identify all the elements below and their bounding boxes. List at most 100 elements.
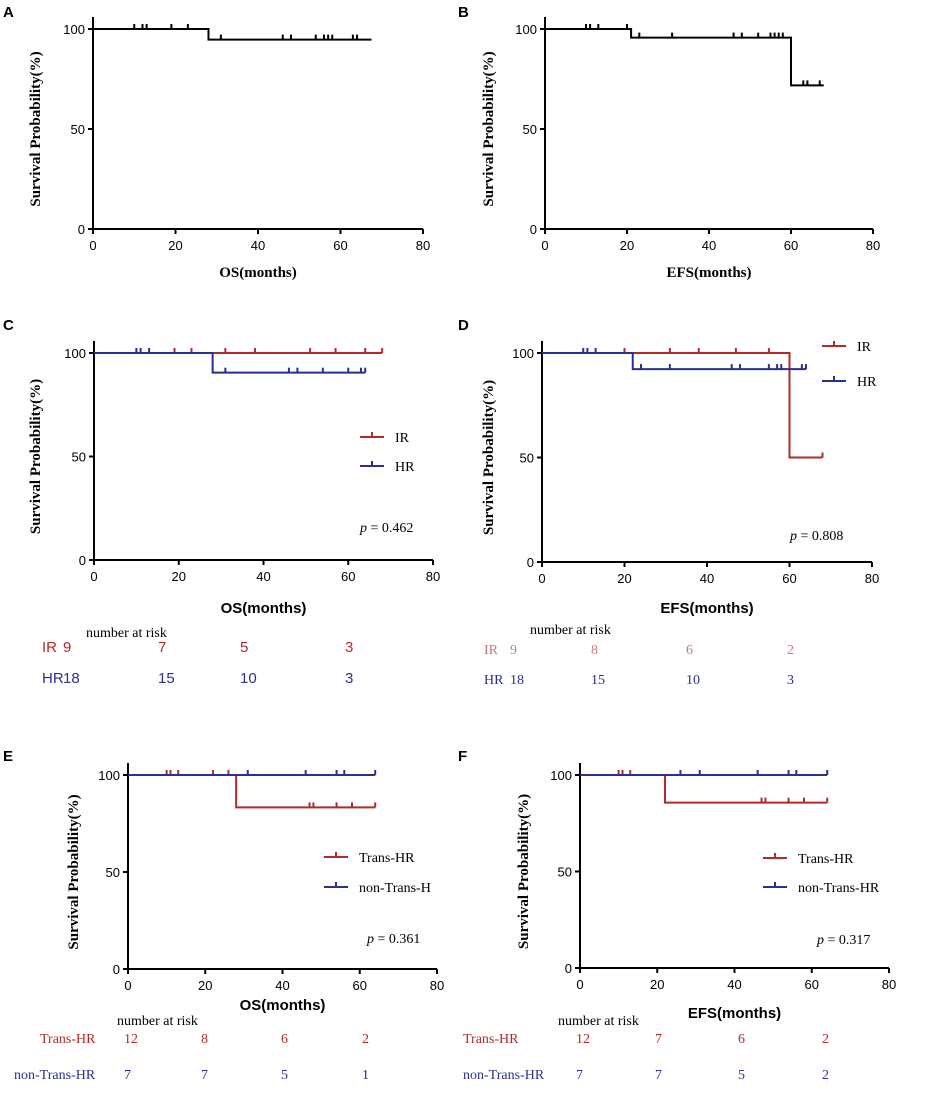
survival-curve-trans-hr bbox=[580, 774, 828, 804]
p-value-number: = 0.808 bbox=[797, 529, 843, 544]
y-tick-label: 100 bbox=[515, 22, 537, 37]
x-tick-label: 60 bbox=[333, 238, 347, 253]
x-tick-label: 40 bbox=[727, 977, 741, 992]
x-axis-title: EFS(months) bbox=[666, 265, 751, 281]
x-tick-label: 80 bbox=[426, 569, 440, 584]
panel-b: B 0 20 40 60 80 0 50 100 Survival Probability(%) E… bbox=[458, 4, 880, 281]
risk-value: 10 bbox=[686, 673, 700, 688]
risk-row-label: non-Trans-HR bbox=[463, 1068, 545, 1083]
y-tick-label: 50 bbox=[72, 450, 86, 465]
legend-label: Trans-HR bbox=[798, 852, 854, 867]
p-value: p = 0.317 bbox=[816, 933, 870, 948]
risk-table-title: number at risk bbox=[530, 623, 611, 638]
y-tick-label: 0 bbox=[79, 553, 86, 568]
panel-letter: D bbox=[458, 317, 469, 334]
survival-curve-trans-hr bbox=[128, 774, 376, 809]
x-tick-label: 80 bbox=[416, 238, 430, 253]
x-tick-label: 80 bbox=[865, 571, 879, 586]
y-tick-label: 100 bbox=[63, 22, 85, 37]
y-tick-label: 50 bbox=[520, 451, 534, 466]
survival-curve-all bbox=[545, 28, 824, 87]
risk-value: 5 bbox=[738, 1068, 745, 1083]
y-tick-label: 50 bbox=[106, 865, 120, 880]
x-tick-label: 40 bbox=[251, 238, 265, 253]
y-tick-label: 0 bbox=[78, 222, 85, 237]
x-tick-label: 0 bbox=[541, 238, 548, 253]
risk-value: 1 bbox=[362, 1068, 369, 1083]
y-tick-label: 50 bbox=[523, 122, 537, 137]
y-tick-label: 0 bbox=[527, 555, 534, 570]
risk-value: 5 bbox=[281, 1068, 288, 1083]
risk-value: 18 bbox=[63, 670, 80, 687]
p-value-symbol: p bbox=[359, 521, 367, 536]
x-tick-label: 60 bbox=[341, 569, 355, 584]
y-tick-label: 0 bbox=[113, 962, 120, 977]
p-value-symbol: p bbox=[816, 933, 824, 948]
y-tick-label: 100 bbox=[98, 768, 120, 783]
risk-table-title: number at risk bbox=[558, 1014, 639, 1029]
y-tick-label: 100 bbox=[512, 346, 534, 361]
x-tick-label: 20 bbox=[617, 571, 631, 586]
risk-value: 3 bbox=[345, 639, 353, 656]
legend-label: HR bbox=[857, 375, 877, 390]
survival-curve-hr bbox=[542, 352, 806, 371]
x-tick-label: 80 bbox=[430, 978, 444, 993]
risk-value: 5 bbox=[240, 639, 248, 656]
risk-row-label: Trans-HR bbox=[463, 1032, 519, 1047]
risk-row-label: HR bbox=[42, 670, 64, 687]
x-tick-label: 60 bbox=[784, 238, 798, 253]
risk-value: 3 bbox=[345, 670, 353, 687]
legend-label: IR bbox=[395, 431, 410, 446]
survival-curve-all bbox=[93, 28, 372, 41]
x-tick-label: 40 bbox=[256, 569, 270, 584]
y-tick-label: 100 bbox=[550, 768, 572, 783]
risk-value: 12 bbox=[124, 1032, 138, 1047]
x-tick-label: 40 bbox=[700, 571, 714, 586]
risk-value: 2 bbox=[787, 643, 794, 658]
axes bbox=[544, 17, 873, 230]
y-axis-title: Survival Probability(%) bbox=[516, 794, 532, 949]
x-tick-label: 80 bbox=[866, 238, 880, 253]
x-tick-label: 0 bbox=[89, 238, 96, 253]
x-tick-label: 20 bbox=[168, 238, 182, 253]
panel-letter: A bbox=[3, 4, 14, 21]
risk-row-label: Trans-HR bbox=[40, 1032, 96, 1047]
risk-value: 3 bbox=[787, 673, 794, 688]
x-tick-label: 20 bbox=[650, 977, 664, 992]
x-axis-title: EFS(months) bbox=[660, 600, 753, 617]
p-value: p = 0.808 bbox=[789, 529, 843, 544]
p-value: p = 0.462 bbox=[359, 521, 413, 536]
legend-label: non-Trans-HR bbox=[798, 881, 880, 896]
panel-letter: B bbox=[458, 4, 469, 21]
risk-table-title: number at risk bbox=[86, 626, 167, 641]
p-value-symbol: p bbox=[789, 529, 797, 544]
risk-value: 15 bbox=[158, 670, 175, 687]
x-tick-label: 60 bbox=[805, 977, 819, 992]
survival-curve-hr bbox=[94, 352, 366, 374]
risk-value: 2 bbox=[362, 1032, 369, 1047]
panel-e: E 0 20 40 60 80 0 50 100 Survival Probability(%) O… bbox=[3, 748, 444, 1083]
y-tick-label: 50 bbox=[71, 122, 85, 137]
panel-letter: C bbox=[3, 317, 14, 334]
risk-value: 7 bbox=[124, 1068, 131, 1083]
x-axis-title: OS(months) bbox=[240, 997, 326, 1014]
risk-value: 6 bbox=[738, 1032, 745, 1047]
p-value-symbol: p bbox=[366, 932, 374, 947]
x-tick-label: 0 bbox=[124, 978, 131, 993]
y-axis-title: Survival Probability(%) bbox=[66, 794, 82, 949]
y-axis-title: Survival Probability(%) bbox=[481, 380, 497, 535]
legend-label: Trans-HR bbox=[359, 851, 415, 866]
p-value-number: = 0.361 bbox=[374, 932, 420, 947]
x-tick-label: 0 bbox=[538, 571, 545, 586]
panel-a: A 0 20 40 60 80 0 50 100 Survival Probability(%) O… bbox=[3, 4, 430, 281]
risk-value: 9 bbox=[510, 643, 517, 658]
risk-value: 7 bbox=[655, 1032, 662, 1047]
x-axis-title: EFS(months) bbox=[688, 1005, 781, 1022]
panel-c: C 0 20 40 60 80 0 50 100 Survival Probability(%) O… bbox=[3, 317, 440, 687]
x-tick-label: 40 bbox=[702, 238, 716, 253]
legend-label: HR bbox=[395, 460, 415, 475]
p-value-number: = 0.317 bbox=[824, 933, 870, 948]
x-tick-label: 20 bbox=[620, 238, 634, 253]
risk-row-label: IR bbox=[484, 643, 499, 658]
risk-value: 18 bbox=[510, 673, 524, 688]
